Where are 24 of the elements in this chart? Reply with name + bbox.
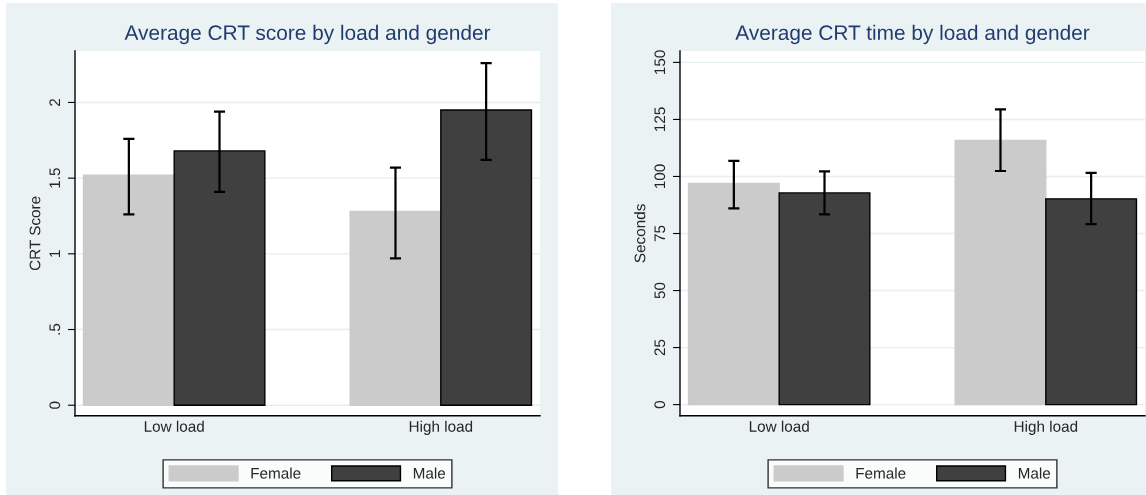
y-tick-label: 150 xyxy=(654,50,666,74)
y-axis-title: Seconds xyxy=(634,204,646,263)
legend-label: Male xyxy=(1018,467,1051,479)
y-tick-label: 75 xyxy=(654,225,666,242)
y-tick-label: 1.5 xyxy=(49,168,61,188)
x-tick-label: Low load xyxy=(749,420,809,432)
y-tick-label: 25 xyxy=(654,339,666,356)
x-tick-label: Low load xyxy=(144,420,204,432)
x-tick-label: High load xyxy=(1014,420,1078,435)
legend-label: Female xyxy=(251,467,301,479)
y-tick-label: .5 xyxy=(49,323,61,335)
legend-label: Male xyxy=(413,467,446,479)
y-tick-label: 2 xyxy=(49,98,61,106)
y-tick-label: 100 xyxy=(654,164,666,189)
x-tick-label: High load xyxy=(409,420,473,435)
legend-label: Female xyxy=(856,467,906,479)
chart-title: Average CRT time by load and gender xyxy=(735,24,1090,45)
y-tick-label: 0 xyxy=(654,400,666,409)
chart-title: Average CRT score by load and gender xyxy=(124,24,491,45)
y-tick-label: 50 xyxy=(654,282,666,299)
y-tick-label: 1 xyxy=(49,250,61,257)
y-tick-label: 125 xyxy=(654,107,666,132)
y-axis-title: CRT Score xyxy=(29,196,41,271)
y-tick-label: 0 xyxy=(49,401,61,409)
